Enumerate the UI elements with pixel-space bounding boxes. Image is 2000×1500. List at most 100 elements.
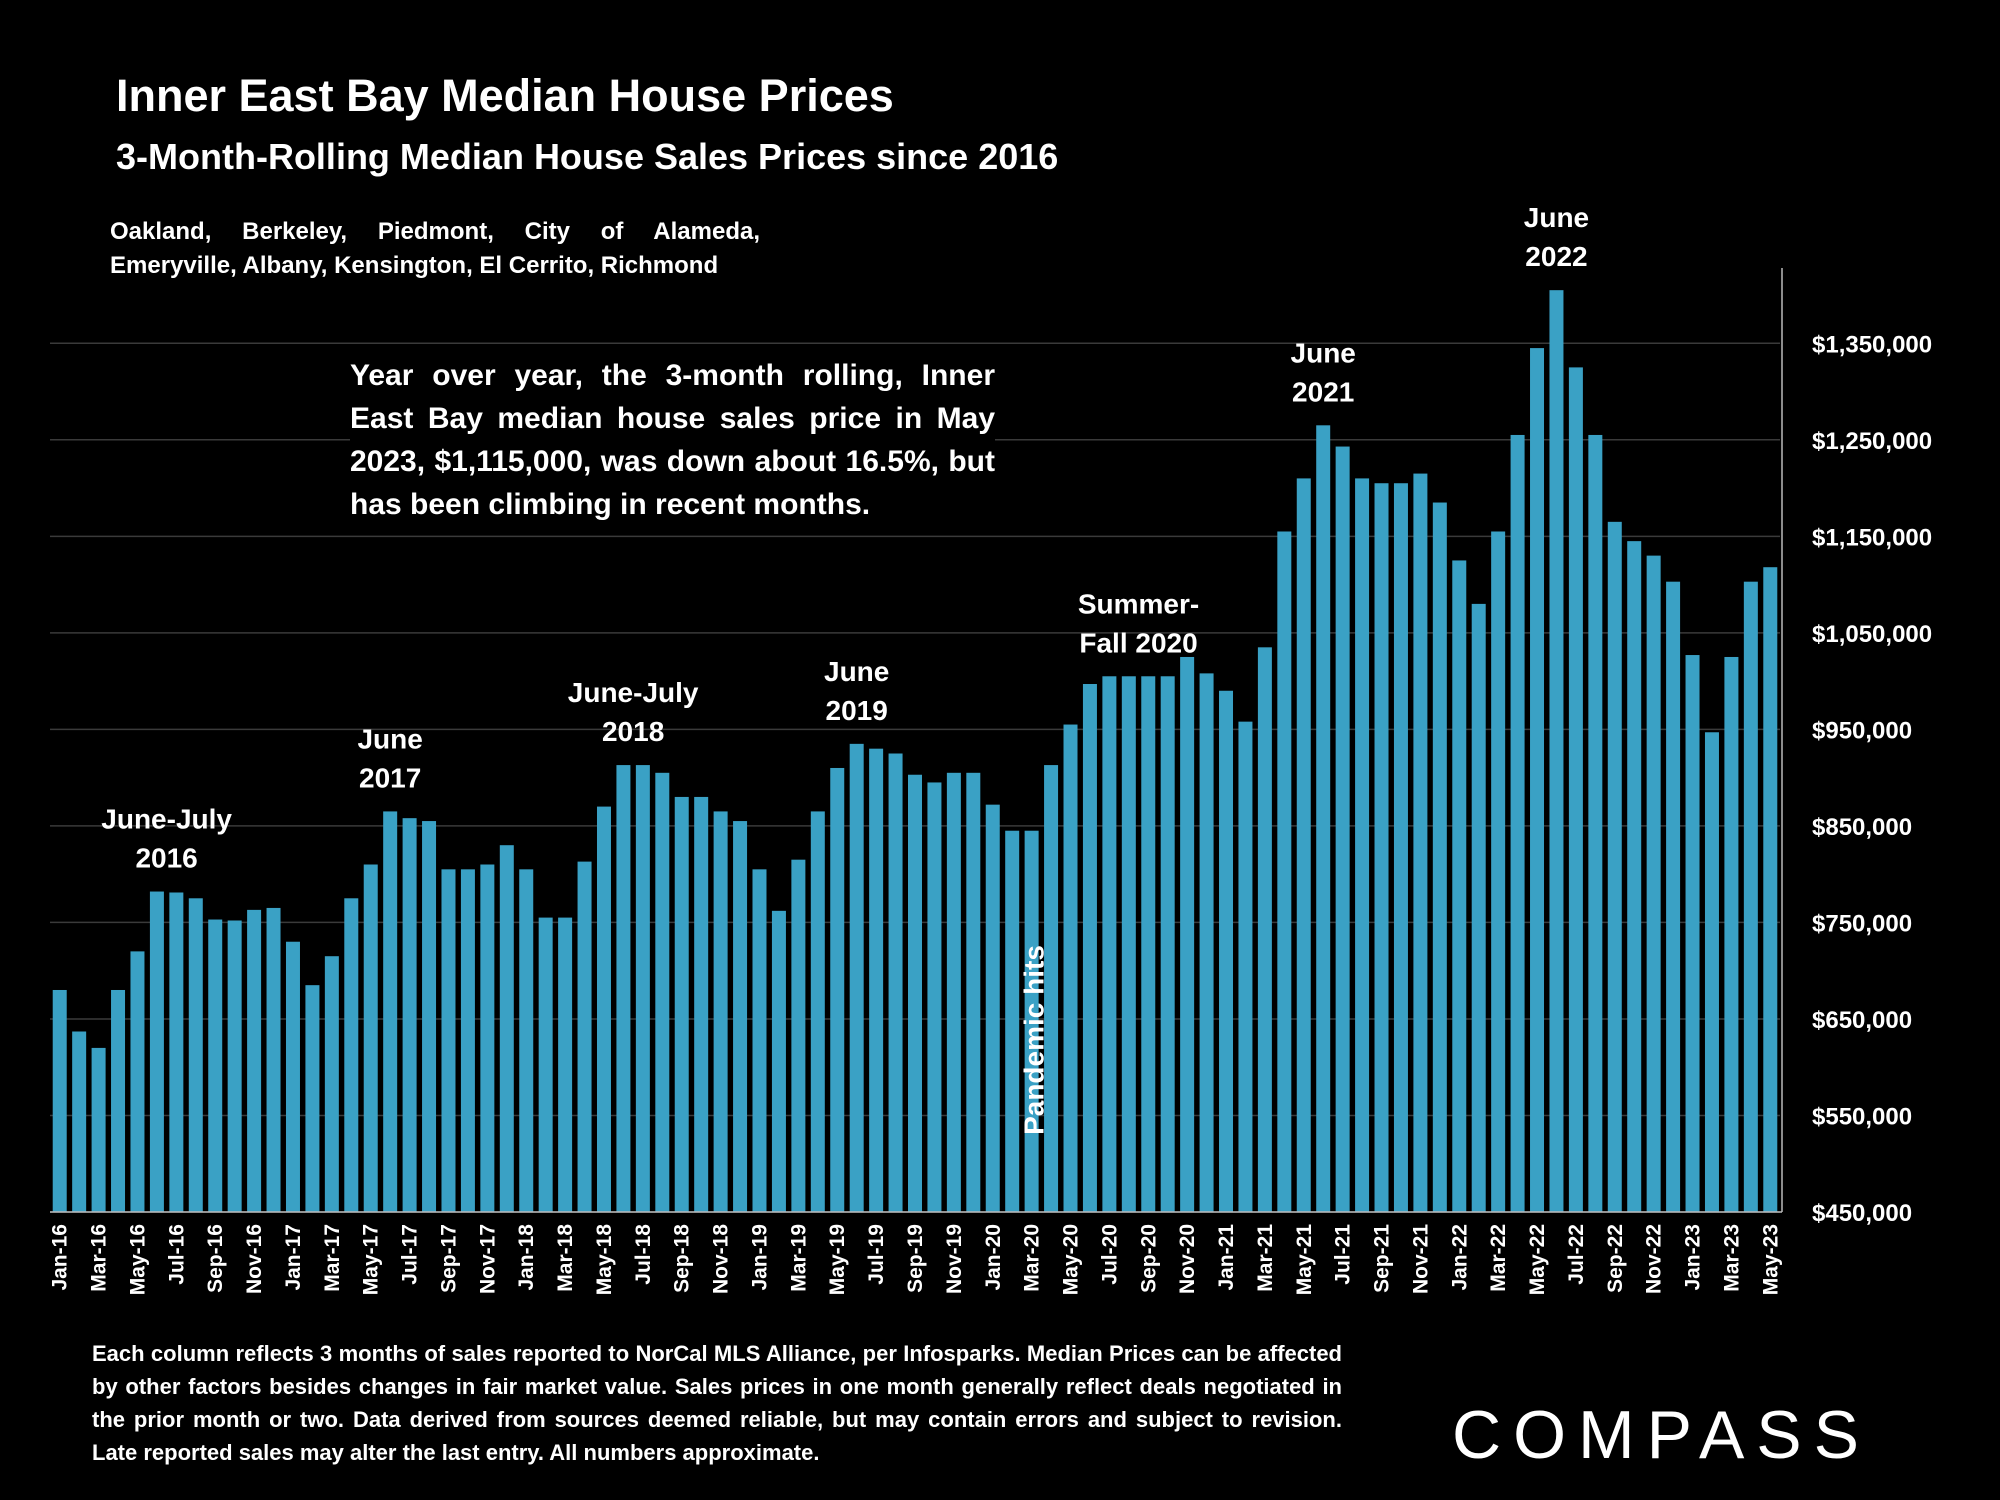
bar-Oct-18 xyxy=(694,796,709,1212)
bar-Mar-17 xyxy=(324,956,339,1212)
bar-Nov-22 xyxy=(1646,555,1661,1212)
bar-Sep-20 xyxy=(1141,676,1156,1212)
peak-annotation: 2017 xyxy=(359,762,421,793)
bar-Oct-16 xyxy=(227,920,242,1212)
bar-Sep-19 xyxy=(908,774,922,1212)
bar-Apr-16 xyxy=(111,989,126,1212)
x-tick-label: Sep-18 xyxy=(671,1224,694,1293)
x-tick-label: Mar-21 xyxy=(1254,1224,1277,1292)
bar-May-16 xyxy=(130,951,145,1212)
bar-Nov-20 xyxy=(1180,656,1195,1212)
bar-Sep-16 xyxy=(208,919,223,1212)
x-tick-label: Jan-18 xyxy=(515,1224,538,1291)
x-tick-label: May-21 xyxy=(1293,1224,1316,1296)
bar-Aug-22 xyxy=(1588,434,1603,1213)
y-tick-label: $550,000 xyxy=(1812,1103,1912,1130)
x-tick-label: Nov-19 xyxy=(943,1224,966,1294)
bar-Nov-17 xyxy=(480,864,495,1212)
x-tick-label: Nov-16 xyxy=(243,1224,266,1294)
bar-Sep-22 xyxy=(1607,521,1622,1212)
bar-Jul-22 xyxy=(1568,367,1583,1212)
x-tick-label: Mar-20 xyxy=(1021,1224,1044,1292)
bar-Dec-22 xyxy=(1666,581,1681,1212)
x-tick-label: Jul-22 xyxy=(1565,1224,1588,1285)
chart-subtitle: 3-Month-Rolling Median House Sales Price… xyxy=(116,136,1059,177)
peak-annotation: June xyxy=(1291,337,1356,368)
x-tick-label: Jul-17 xyxy=(399,1224,422,1285)
bar-Feb-19 xyxy=(771,910,786,1212)
annotations: June-July 2016 June 2017 June-July 2018 June 20… xyxy=(101,202,1589,1135)
y-tick-label: $1,350,000 xyxy=(1812,331,1932,358)
bar-Jun-18 xyxy=(616,765,631,1212)
bar-Jun-16 xyxy=(149,891,164,1212)
x-tick-label: Jul-20 xyxy=(1098,1224,1121,1285)
bar-Mar-16 xyxy=(91,1047,106,1212)
peak-annotation: 2021 xyxy=(1292,376,1354,407)
bar-Sep-18 xyxy=(674,796,689,1212)
x-axis: Jan-16 Mar-16 May-16 Jul-16 Sep-16 Nov-16 Jan-… xyxy=(49,1211,1782,1296)
bar-May-17 xyxy=(363,864,378,1212)
x-tick-label: Jul-19 xyxy=(865,1224,888,1285)
x-tick-label: May-22 xyxy=(1526,1224,1549,1295)
y-tick-label: $450,000 xyxy=(1812,1200,1912,1227)
bar-Oct-22 xyxy=(1627,541,1642,1212)
y-tick-label: $950,000 xyxy=(1812,717,1912,744)
bar-Apr-18 xyxy=(577,861,592,1212)
peak-annotation: Fall 2020 xyxy=(1079,627,1197,658)
bar-Feb-18 xyxy=(538,917,553,1212)
bar-Dec-19 xyxy=(966,772,981,1212)
bar-Apr-21 xyxy=(1277,531,1292,1212)
bar-May-21 xyxy=(1296,478,1311,1212)
x-tick-label: Mar-18 xyxy=(554,1224,577,1292)
bar-Feb-21 xyxy=(1238,721,1253,1212)
bar-Oct-17 xyxy=(460,869,475,1212)
x-tick-label: Nov-18 xyxy=(710,1224,733,1294)
x-tick-label: Mar-17 xyxy=(321,1224,344,1292)
bar-Jun-22 xyxy=(1549,290,1564,1212)
bar-Aug-17 xyxy=(422,821,437,1212)
x-tick-label: May-23 xyxy=(1759,1224,1782,1295)
bar-Jul-20 xyxy=(1102,676,1117,1212)
bar-Feb-17 xyxy=(305,985,320,1212)
x-tick-label: Sep-22 xyxy=(1604,1224,1627,1293)
y-tick-label: $1,050,000 xyxy=(1812,621,1932,648)
x-tick-label: Nov-22 xyxy=(1643,1224,1666,1294)
x-tick-label: Mar-19 xyxy=(787,1224,810,1292)
y-tick-label: $1,250,000 xyxy=(1812,428,1932,455)
peak-annotation: June xyxy=(824,656,889,687)
pandemic-label: Pandemic hits xyxy=(1019,945,1050,1135)
peak-annotation: June-July xyxy=(101,804,232,835)
x-tick-label: Jan-21 xyxy=(1215,1224,1238,1291)
bar-Jan-23 xyxy=(1685,655,1700,1212)
bar-Apr-17 xyxy=(344,898,359,1212)
bar-chart: $450,000 $550,000 $650,000 $750,000 $850,000… xyxy=(49,202,1932,1296)
bar-Aug-19 xyxy=(888,753,903,1212)
bar-Mar-20 xyxy=(1024,830,1039,1212)
x-tick-label: Sep-20 xyxy=(1137,1224,1160,1293)
x-tick-label: Jul-16 xyxy=(165,1224,188,1285)
bar-Jul-17 xyxy=(402,818,417,1212)
bar-Jul-16 xyxy=(169,892,184,1212)
x-tick-label: Jul-18 xyxy=(632,1224,655,1285)
bar-May-18 xyxy=(596,806,611,1212)
x-tick-label: Sep-21 xyxy=(1371,1224,1394,1293)
bar-Apr-20 xyxy=(1044,765,1059,1212)
bars xyxy=(52,290,1778,1213)
bar-Oct-21 xyxy=(1393,483,1408,1212)
chart-title: Inner East Bay Median House Prices xyxy=(116,70,894,121)
bar-Sep-21 xyxy=(1374,483,1389,1212)
bar-Nov-21 xyxy=(1413,473,1428,1212)
x-tick-label: Sep-17 xyxy=(437,1224,460,1293)
x-tick-label: Jul-21 xyxy=(1332,1224,1355,1285)
bar-Jan-18 xyxy=(519,869,534,1212)
bar-Jul-21 xyxy=(1335,446,1350,1212)
bar-Jan-21 xyxy=(1219,690,1234,1212)
x-tick-label: Jan-20 xyxy=(982,1224,1005,1291)
bar-Aug-16 xyxy=(188,898,203,1212)
bar-Mar-21 xyxy=(1257,647,1272,1212)
bar-Dec-20 xyxy=(1199,673,1214,1212)
y-tick-label: $750,000 xyxy=(1812,910,1912,937)
compass-logo: COMPASS xyxy=(1452,1397,1872,1473)
x-tick-label: Mar-22 xyxy=(1487,1224,1510,1292)
bar-Dec-17 xyxy=(499,845,514,1212)
